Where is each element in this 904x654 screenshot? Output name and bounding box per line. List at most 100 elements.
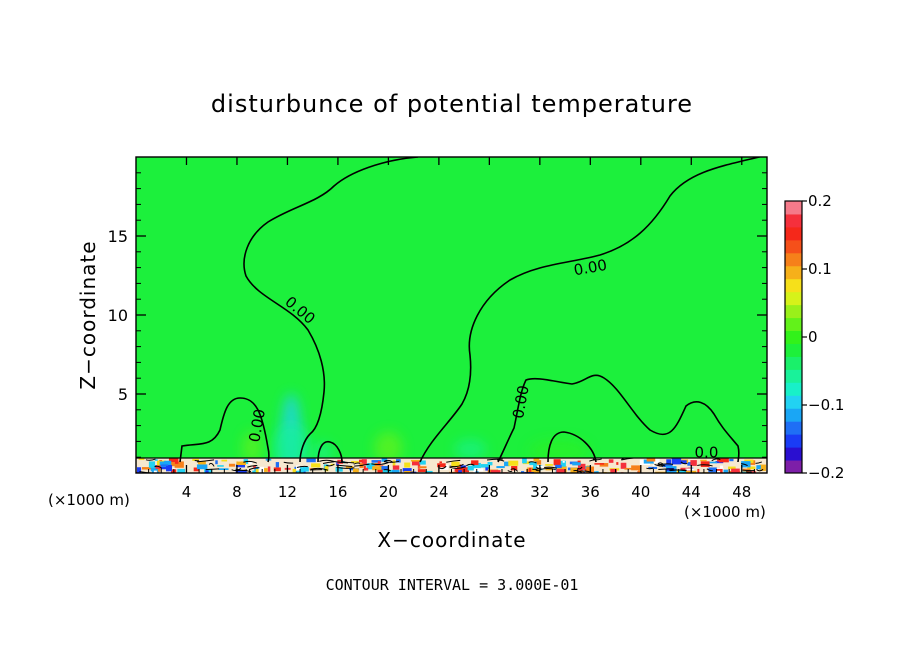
surface-cell [164, 460, 172, 466]
surface-cell [141, 467, 153, 470]
surface-cell [682, 470, 693, 473]
colorbar-swatch [785, 434, 802, 448]
contour-label: 0.00 [509, 384, 533, 420]
surface-cell [545, 464, 553, 466]
colorbar-swatch [785, 356, 802, 370]
colorbar-swatch [785, 317, 802, 332]
surface-contour [669, 469, 687, 472]
surface-cell [153, 470, 157, 473]
surface-cell [263, 468, 268, 472]
surface-contour [371, 462, 389, 466]
surface-contour [196, 459, 215, 463]
surface-cell [573, 471, 577, 473]
surface-cell [379, 466, 389, 471]
zero-contour [243, 157, 419, 463]
surface-contour [332, 460, 349, 464]
surface-cell [572, 462, 581, 466]
surface-cell [392, 465, 400, 470]
surface-contour [296, 465, 308, 469]
y-tick-label: 15 [108, 227, 128, 246]
surface-cell [526, 468, 530, 473]
surface-contour [247, 465, 258, 468]
surface-contour [231, 467, 242, 471]
surface-cell [467, 465, 475, 471]
surface-cell [358, 459, 363, 463]
x-unit-left: (×1000 m) [48, 491, 130, 509]
surface-cell [556, 469, 566, 473]
surface-cell [366, 463, 375, 470]
zero-contour [317, 440, 343, 463]
surface-contour [486, 458, 503, 461]
surface-cell [228, 463, 235, 467]
surface-cell [410, 459, 421, 462]
surface-cell [662, 463, 673, 468]
surface-cell [631, 465, 641, 471]
surface-contour [283, 461, 294, 464]
surface-cell [352, 468, 359, 473]
surface-cell [473, 468, 484, 472]
surface-cell [306, 458, 316, 463]
surface-contour [449, 463, 464, 468]
contour-label: 0.00 [245, 408, 269, 444]
surface-cell [747, 466, 756, 470]
surface-cell [166, 464, 173, 472]
surface-cell [193, 467, 200, 472]
y-tick-label: 5 [118, 385, 128, 404]
surface-cell [267, 466, 271, 472]
surface-cell [729, 458, 734, 462]
surface-cell [553, 459, 561, 466]
colorbar-swatch [785, 201, 802, 215]
surface-cell [666, 459, 672, 464]
colorbar-swatch [785, 395, 802, 409]
x-unit-right: (×1000 m) [684, 503, 766, 521]
surface-cell [527, 467, 537, 471]
x-tick-label: 24 [429, 483, 448, 501]
surface-cell [336, 462, 339, 466]
colorbar-tick-label: −0.2 [808, 464, 844, 482]
surface-cell [345, 465, 354, 469]
surface-contour [208, 462, 215, 467]
contour-label-text: 0.0 [694, 443, 718, 461]
surface-cell [690, 460, 697, 466]
surface-cell [646, 457, 656, 462]
surface-contour [326, 463, 335, 467]
surface-cell [590, 471, 599, 473]
surface-cell [236, 461, 246, 466]
surface-cell [252, 465, 256, 468]
surface-contour [449, 466, 466, 469]
x-tick-label: 4 [182, 483, 192, 501]
surface-cell [653, 458, 660, 464]
colorbar-swatch [785, 343, 802, 357]
surface-cell [594, 463, 605, 465]
surface-cell [205, 470, 209, 473]
surface-contour [592, 458, 602, 461]
surface-cell [666, 467, 675, 472]
surface-contour [507, 470, 513, 472]
x-tick-label: 36 [581, 483, 600, 501]
surface-cell [382, 469, 392, 473]
surface-cell [363, 466, 366, 471]
zero-contour [419, 157, 763, 463]
surface-cell [487, 461, 493, 466]
surface-cell [511, 466, 518, 471]
surface-contour [383, 460, 400, 463]
surface-cell [460, 467, 470, 473]
surface-cell [168, 458, 179, 464]
surface-contour [756, 468, 764, 472]
surface-cell [215, 460, 218, 465]
surface-contour [544, 466, 557, 469]
surface-cell [395, 459, 401, 463]
surface-contour [706, 468, 713, 472]
surface-cell [460, 465, 467, 468]
colorbar-swatch [785, 382, 802, 396]
surface-cell [709, 461, 717, 464]
surface-cell [529, 461, 537, 466]
colorbar-swatch [785, 460, 802, 474]
surface-cell [485, 467, 488, 471]
surface-cell [424, 470, 433, 473]
contour-label: 0.00 [572, 256, 608, 280]
surface-cell [404, 470, 414, 473]
surface-contour [243, 460, 257, 464]
surface-cell [472, 462, 481, 469]
surface-cell [439, 464, 449, 470]
